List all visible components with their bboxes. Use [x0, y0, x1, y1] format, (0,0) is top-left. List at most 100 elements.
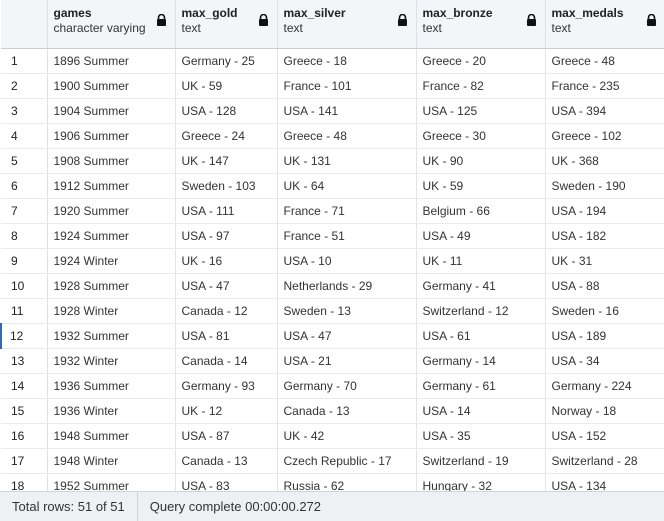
cell-silver[interactable]: France - 51 [277, 223, 417, 249]
cell-silver[interactable]: Germany - 70 [277, 373, 417, 399]
cell-medals[interactable]: USA - 34 [545, 348, 664, 374]
cell-gold[interactable]: Sweden - 103 [175, 173, 278, 199]
table-row[interactable]: 10 1928 Summer USA - 47 Netherlands - 29 Ger… [1, 273, 664, 299]
table-row[interactable]: 16 1948 Summer USA - 87 UK - 42 USA - 35 USA … [1, 423, 664, 449]
cell-silver[interactable]: USA - 21 [277, 348, 417, 374]
table-row[interactable]: 2 1900 Summer UK - 59 France - 101 France - … [1, 73, 664, 99]
column-header-games[interactable]: games character varying [47, 0, 176, 49]
cell-medals[interactable]: Sweden - 16 [545, 298, 664, 324]
cell-gold[interactable]: Germany - 25 [175, 48, 278, 74]
cell-medals[interactable]: USA - 152 [545, 423, 664, 449]
cell-gold[interactable]: USA - 97 [175, 223, 278, 249]
cell-bronze[interactable]: USA - 125 [416, 98, 546, 124]
cell-gold[interactable]: USA - 111 [175, 198, 278, 224]
row-number[interactable]: 3 [1, 98, 48, 124]
table-row[interactable]: 6 1912 Summer Sweden - 103 UK - 64 UK - 59 Sw… [1, 173, 664, 199]
cell-medals[interactable]: Greece - 48 [545, 48, 664, 74]
table-row[interactable]: 14 1936 Summer Germany - 93 Germany - 70 Ger… [1, 373, 664, 399]
cell-games[interactable]: 1924 Summer [47, 223, 176, 249]
table-row[interactable]: 12 1932 Summer USA - 81 USA - 47 USA - 61 USA… [0, 323, 664, 349]
column-header-max-silver[interactable]: max_silver text [277, 0, 417, 49]
row-number[interactable]: 15 [1, 398, 48, 424]
row-number[interactable]: 6 [1, 173, 48, 199]
cell-gold[interactable]: USA - 83 [175, 473, 278, 491]
cell-games[interactable]: 1948 Winter [47, 448, 176, 474]
cell-medals[interactable]: Greece - 102 [545, 123, 664, 149]
cell-games[interactable]: 1932 Summer [47, 323, 176, 349]
cell-medals[interactable]: Germany - 224 [545, 373, 664, 399]
cell-silver[interactable]: USA - 47 [277, 323, 417, 349]
column-header-max-gold[interactable]: max_gold text [175, 0, 278, 49]
row-number[interactable]: 7 [1, 198, 48, 224]
row-number[interactable]: 18 [1, 473, 48, 491]
cell-games[interactable]: 1928 Summer [47, 273, 176, 299]
row-number[interactable]: 8 [1, 223, 48, 249]
cell-games[interactable]: 1932 Winter [47, 348, 176, 374]
cell-bronze[interactable]: Germany - 14 [416, 348, 546, 374]
cell-games[interactable]: 1904 Summer [47, 98, 176, 124]
row-number[interactable]: 5 [1, 148, 48, 174]
cell-bronze[interactable]: Greece - 20 [416, 48, 546, 74]
row-number[interactable]: 4 [1, 123, 48, 149]
cell-gold[interactable]: Germany - 93 [175, 373, 278, 399]
cell-gold[interactable]: UK - 147 [175, 148, 278, 174]
cell-bronze[interactable]: Belgium - 66 [416, 198, 546, 224]
cell-games[interactable]: 1936 Winter [47, 398, 176, 424]
cell-bronze[interactable]: Switzerland - 12 [416, 298, 546, 324]
cell-gold[interactable]: USA - 81 [175, 323, 278, 349]
cell-bronze[interactable]: Germany - 61 [416, 373, 546, 399]
cell-silver[interactable]: Greece - 48 [277, 123, 417, 149]
cell-medals[interactable]: USA - 182 [545, 223, 664, 249]
table-row[interactable]: 8 1924 Summer USA - 97 France - 51 USA - 49 U… [1, 223, 664, 249]
cell-silver[interactable]: UK - 64 [277, 173, 417, 199]
cell-bronze[interactable]: UK - 59 [416, 173, 546, 199]
cell-bronze[interactable]: USA - 61 [416, 323, 546, 349]
cell-bronze[interactable]: Germany - 41 [416, 273, 546, 299]
table-row[interactable]: 18 1952 Summer USA - 83 Russia - 62 Hungary … [1, 473, 664, 491]
cell-silver[interactable]: Russia - 62 [277, 473, 417, 491]
table-row[interactable]: 15 1936 Winter UK - 12 Canada - 13 USA - 14 N… [1, 398, 664, 424]
cell-gold[interactable]: Canada - 14 [175, 348, 278, 374]
row-number[interactable]: 13 [1, 348, 48, 374]
row-number[interactable]: 16 [1, 423, 48, 449]
cell-silver[interactable]: UK - 131 [277, 148, 417, 174]
cell-silver[interactable]: Greece - 18 [277, 48, 417, 74]
cell-games[interactable]: 1920 Summer [47, 198, 176, 224]
cell-medals[interactable]: Norway - 18 [545, 398, 664, 424]
cell-medals[interactable]: USA - 189 [545, 323, 664, 349]
cell-medals[interactable]: USA - 88 [545, 273, 664, 299]
cell-silver[interactable]: France - 101 [277, 73, 417, 99]
table-row[interactable]: 5 1908 Summer UK - 147 UK - 131 UK - 90 UK - … [1, 148, 664, 174]
table-row[interactable]: 7 1920 Summer USA - 111 France - 71 Belgium … [1, 198, 664, 224]
cell-games[interactable]: 1952 Summer [47, 473, 176, 491]
cell-gold[interactable]: Greece - 24 [175, 123, 278, 149]
cell-bronze[interactable]: USA - 49 [416, 223, 546, 249]
cell-silver[interactable]: UK - 42 [277, 423, 417, 449]
cell-medals[interactable]: UK - 368 [545, 148, 664, 174]
cell-medals[interactable]: France - 235 [545, 73, 664, 99]
cell-bronze[interactable]: USA - 35 [416, 423, 546, 449]
table-row[interactable]: 4 1906 Summer Greece - 24 Greece - 48 Greece… [1, 123, 664, 149]
column-header-max-bronze[interactable]: max_bronze text [416, 0, 546, 49]
cell-bronze[interactable]: Hungary - 32 [416, 473, 546, 491]
row-number[interactable]: 17 [1, 448, 48, 474]
cell-silver[interactable]: Czech Republic - 17 [277, 448, 417, 474]
table-row[interactable]: 1 1896 Summer Germany - 25 Greece - 18 Greec… [1, 48, 664, 74]
cell-medals[interactable]: USA - 394 [545, 98, 664, 124]
cell-medals[interactable]: UK - 31 [545, 248, 664, 274]
row-number[interactable]: 12 [0, 323, 48, 349]
cell-games[interactable]: 1928 Winter [47, 298, 176, 324]
cell-gold[interactable]: USA - 87 [175, 423, 278, 449]
row-number[interactable]: 14 [1, 373, 48, 399]
cell-medals[interactable]: USA - 194 [545, 198, 664, 224]
cell-silver[interactable]: France - 71 [277, 198, 417, 224]
cell-bronze[interactable]: Switzerland - 19 [416, 448, 546, 474]
cell-bronze[interactable]: UK - 90 [416, 148, 546, 174]
cell-bronze[interactable]: Greece - 30 [416, 123, 546, 149]
cell-games[interactable]: 1924 Winter [47, 248, 176, 274]
cell-games[interactable]: 1900 Summer [47, 73, 176, 99]
cell-gold[interactable]: UK - 12 [175, 398, 278, 424]
cell-silver[interactable]: Canada - 13 [277, 398, 417, 424]
table-row[interactable]: 17 1948 Winter Canada - 13 Czech Republic -… [1, 448, 664, 474]
cell-bronze[interactable]: France - 82 [416, 73, 546, 99]
